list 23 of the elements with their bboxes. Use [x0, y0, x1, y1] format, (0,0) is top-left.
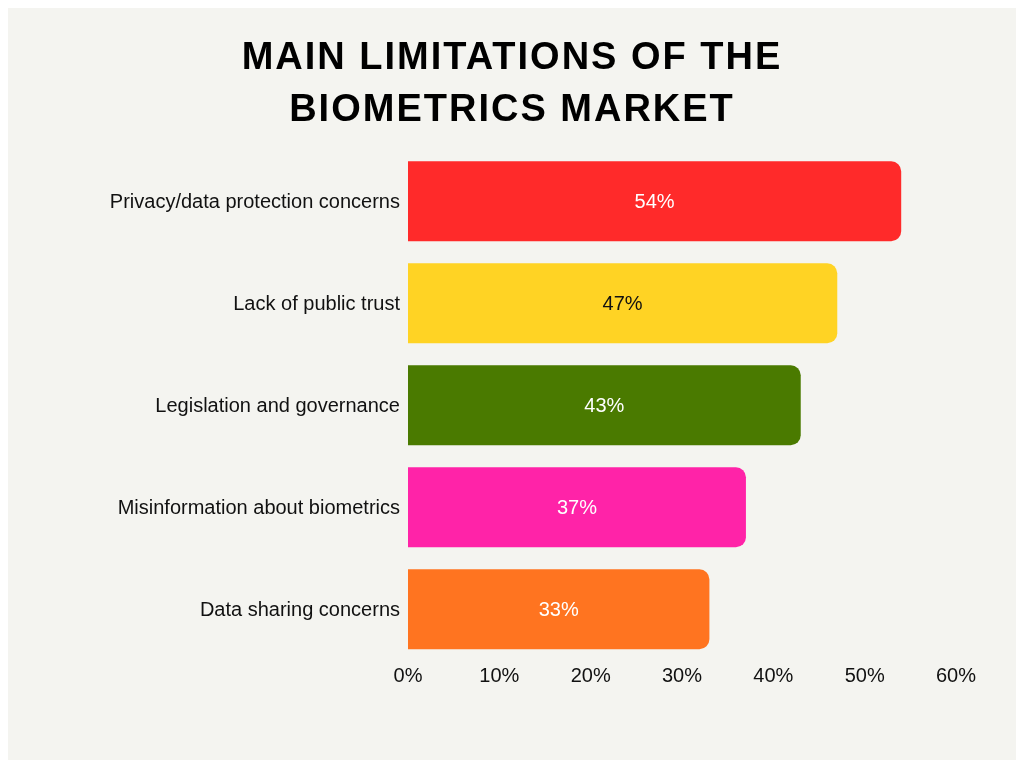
y-tick-label: Misinformation about biometrics — [117, 496, 400, 519]
x-tick-label: 40% — [753, 664, 794, 687]
chart-title: MAIN LIMITATIONS OF THE BIOMETRICS MARKET — [240, 34, 784, 131]
data-label: 54% — [634, 190, 675, 213]
y-tick-label: Legislation and governance — [155, 394, 400, 417]
y-tick-label: Privacy/data protection concerns — [109, 190, 400, 213]
x-tick-label: 50% — [844, 664, 885, 687]
data-label: 43% — [584, 394, 625, 417]
bar — [408, 569, 710, 650]
y-tick-label: Lack of public trust — [233, 292, 401, 315]
y-tick-label: Data sharing concerns — [199, 598, 400, 621]
bar — [408, 467, 746, 548]
data-label: 47% — [602, 292, 643, 315]
bar — [408, 161, 902, 242]
data-label: 37% — [556, 496, 598, 519]
x-tick-label: 10% — [479, 664, 520, 687]
x-tick-label: 20% — [570, 664, 611, 687]
bar — [408, 365, 801, 446]
x-tick-label: 60% — [935, 664, 977, 687]
bar — [408, 263, 838, 344]
x-tick-label: 0% — [393, 664, 423, 687]
data-label: 33% — [538, 598, 579, 621]
x-tick-label: 30% — [661, 664, 703, 687]
